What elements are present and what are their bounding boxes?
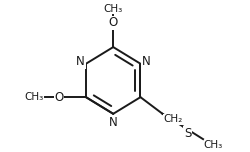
Text: N: N [142, 55, 150, 68]
Text: N: N [76, 55, 85, 68]
Text: CH₃: CH₃ [25, 92, 44, 102]
Text: N: N [109, 116, 118, 129]
Text: CH₃: CH₃ [104, 4, 123, 14]
Text: CH₃: CH₃ [204, 140, 223, 150]
Text: S: S [184, 127, 191, 140]
Text: O: O [108, 16, 118, 29]
Text: O: O [55, 91, 64, 104]
Text: CH₂: CH₂ [163, 114, 182, 124]
